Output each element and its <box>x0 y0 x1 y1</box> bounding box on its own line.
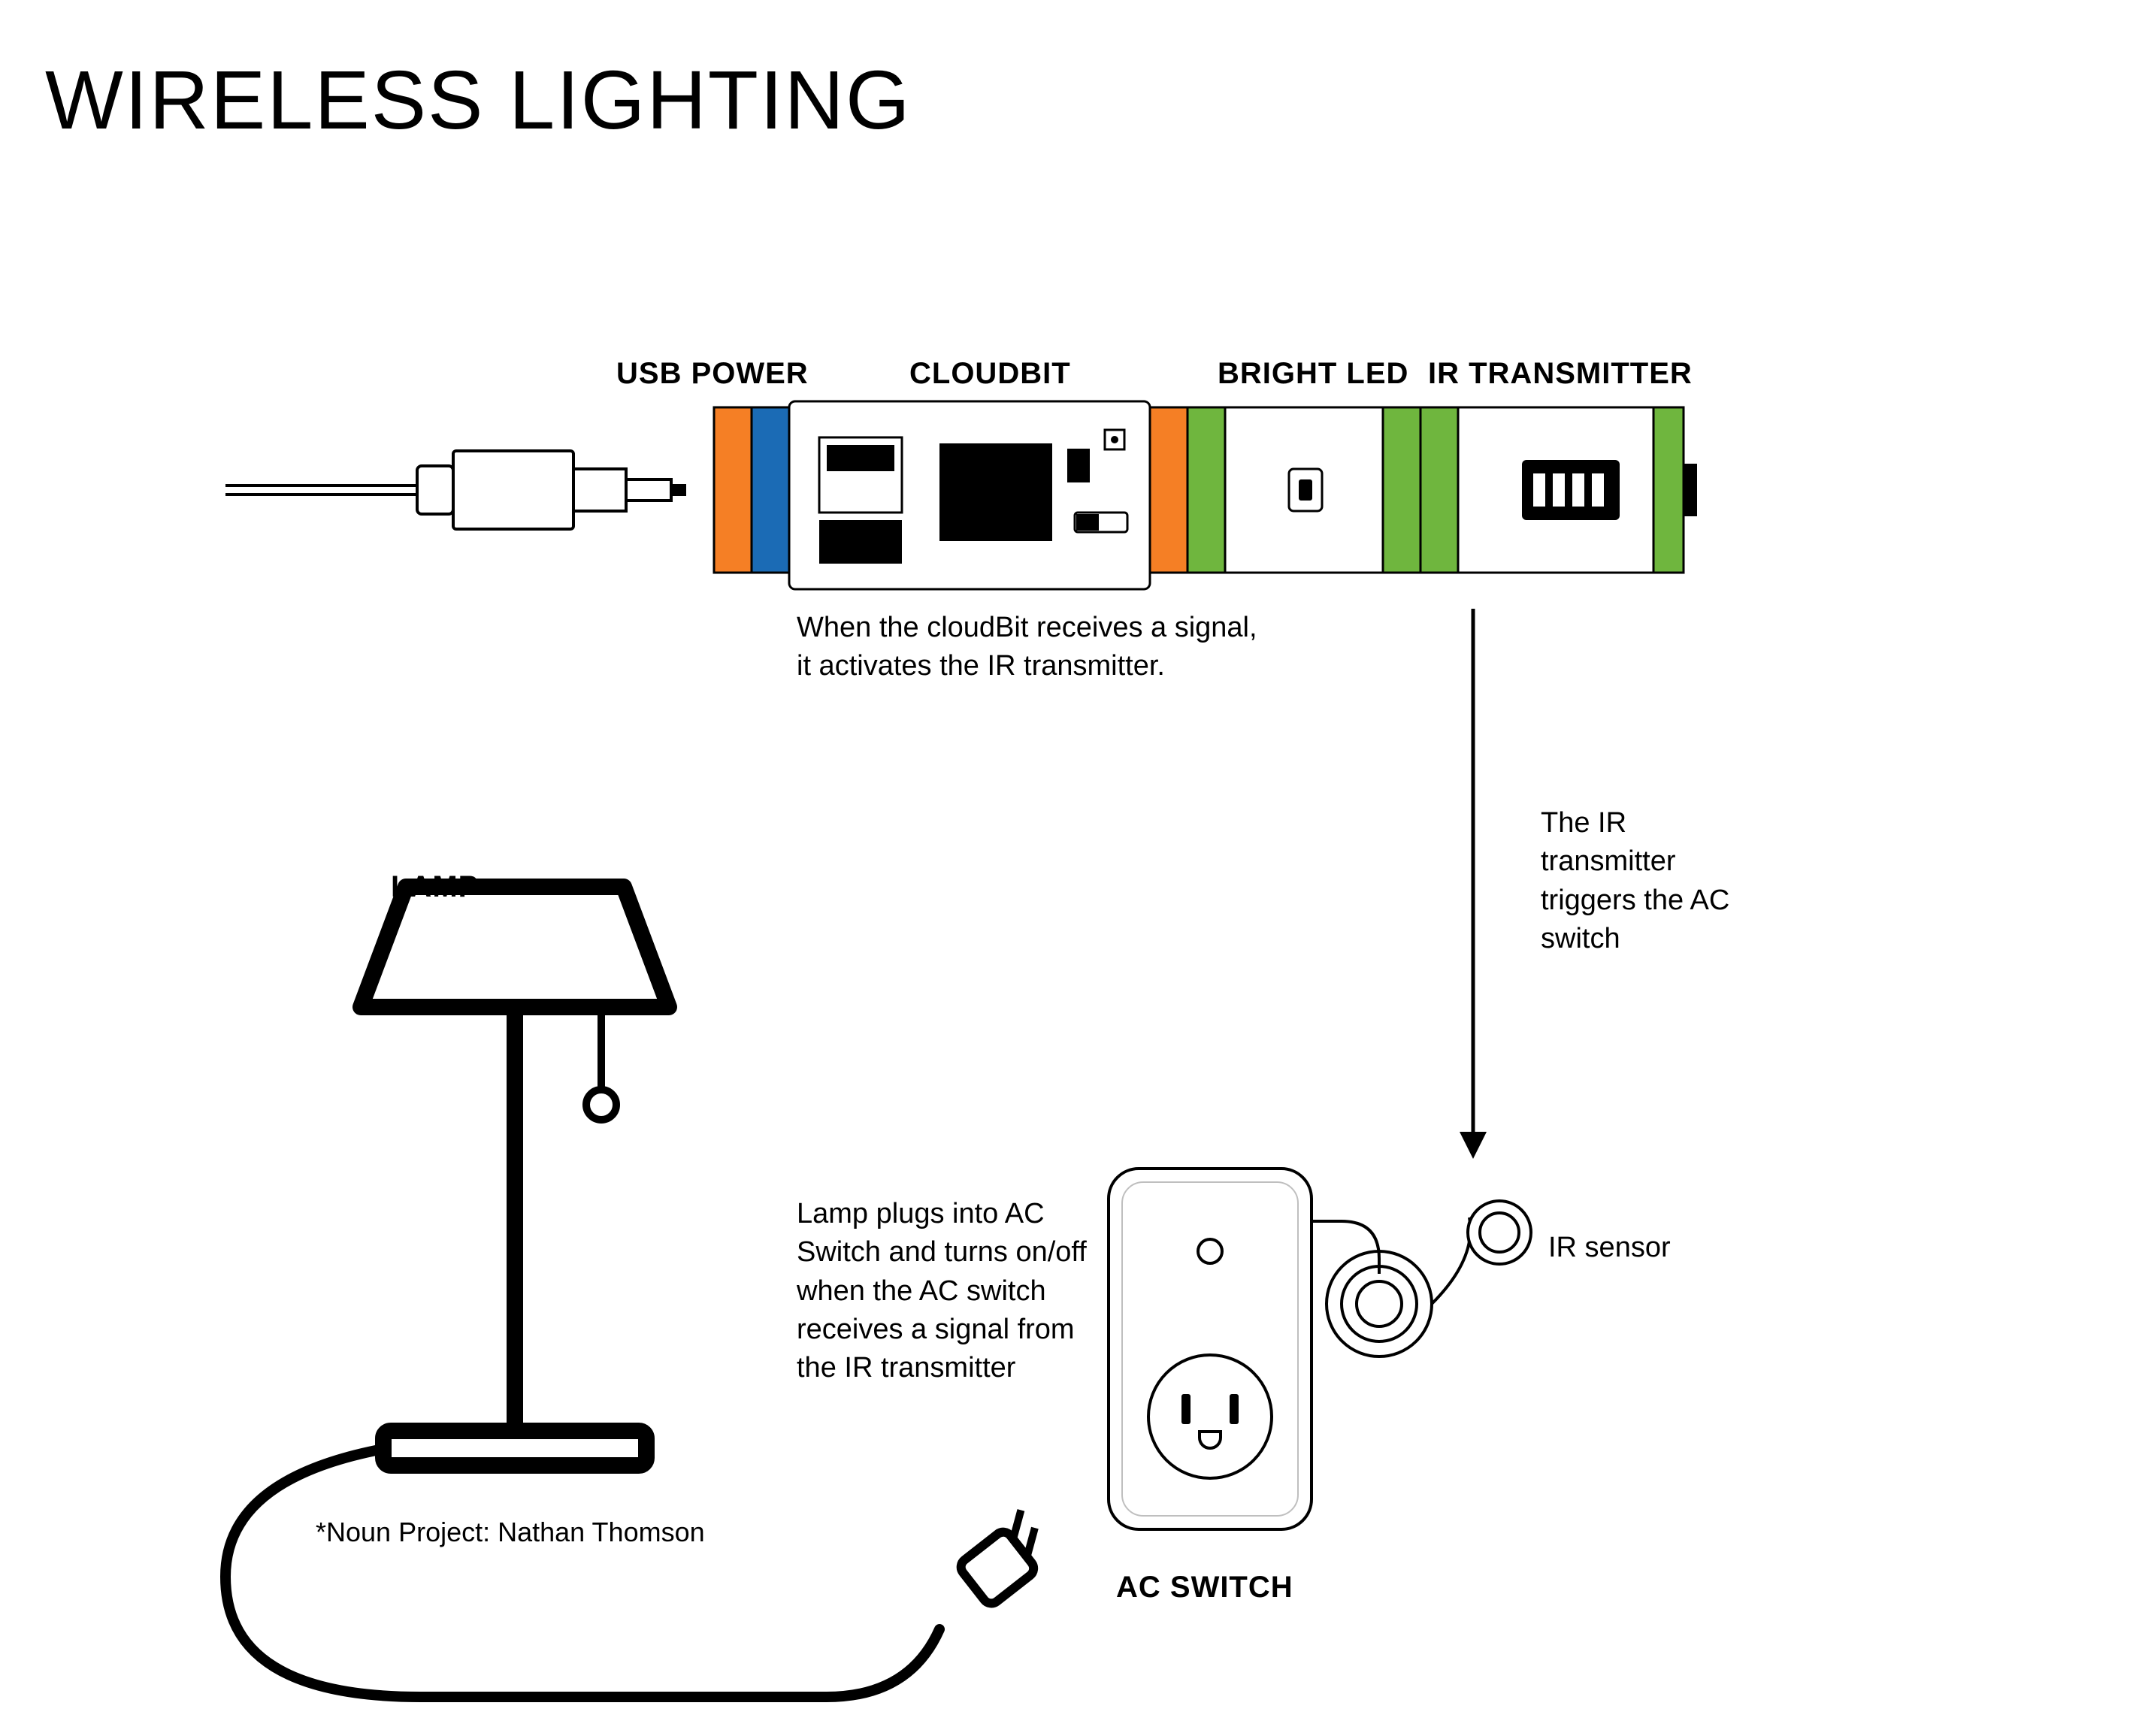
label-cloudbit: CLOUDBIT <box>909 357 1071 391</box>
label-bright-led: BRIGHT LED <box>1218 357 1408 391</box>
page-title: WIRELESS LIGHTING <box>45 53 912 148</box>
label-usb-power: USB POWER <box>616 357 809 391</box>
caption-ir-triggers: The IR transmitter triggers the AC switc… <box>1541 804 1766 958</box>
label-lamp: LAMP <box>391 870 479 904</box>
label-ac-switch: AC SWITCH <box>1116 1571 1293 1604</box>
caption-credit: *Noun Project: Nathan Thomson <box>316 1514 842 1551</box>
label-ir-sensor: IR sensor <box>1548 1229 1671 1267</box>
diagram-svg <box>0 0 2139 1736</box>
caption-lamp: Lamp plugs into AC Switch and turns on/o… <box>797 1195 1097 1387</box>
caption-cloudbit: When the cloudBit receives a signal, it … <box>797 609 1338 686</box>
label-ir-trans: IR TRANSMITTER <box>1428 357 1693 391</box>
